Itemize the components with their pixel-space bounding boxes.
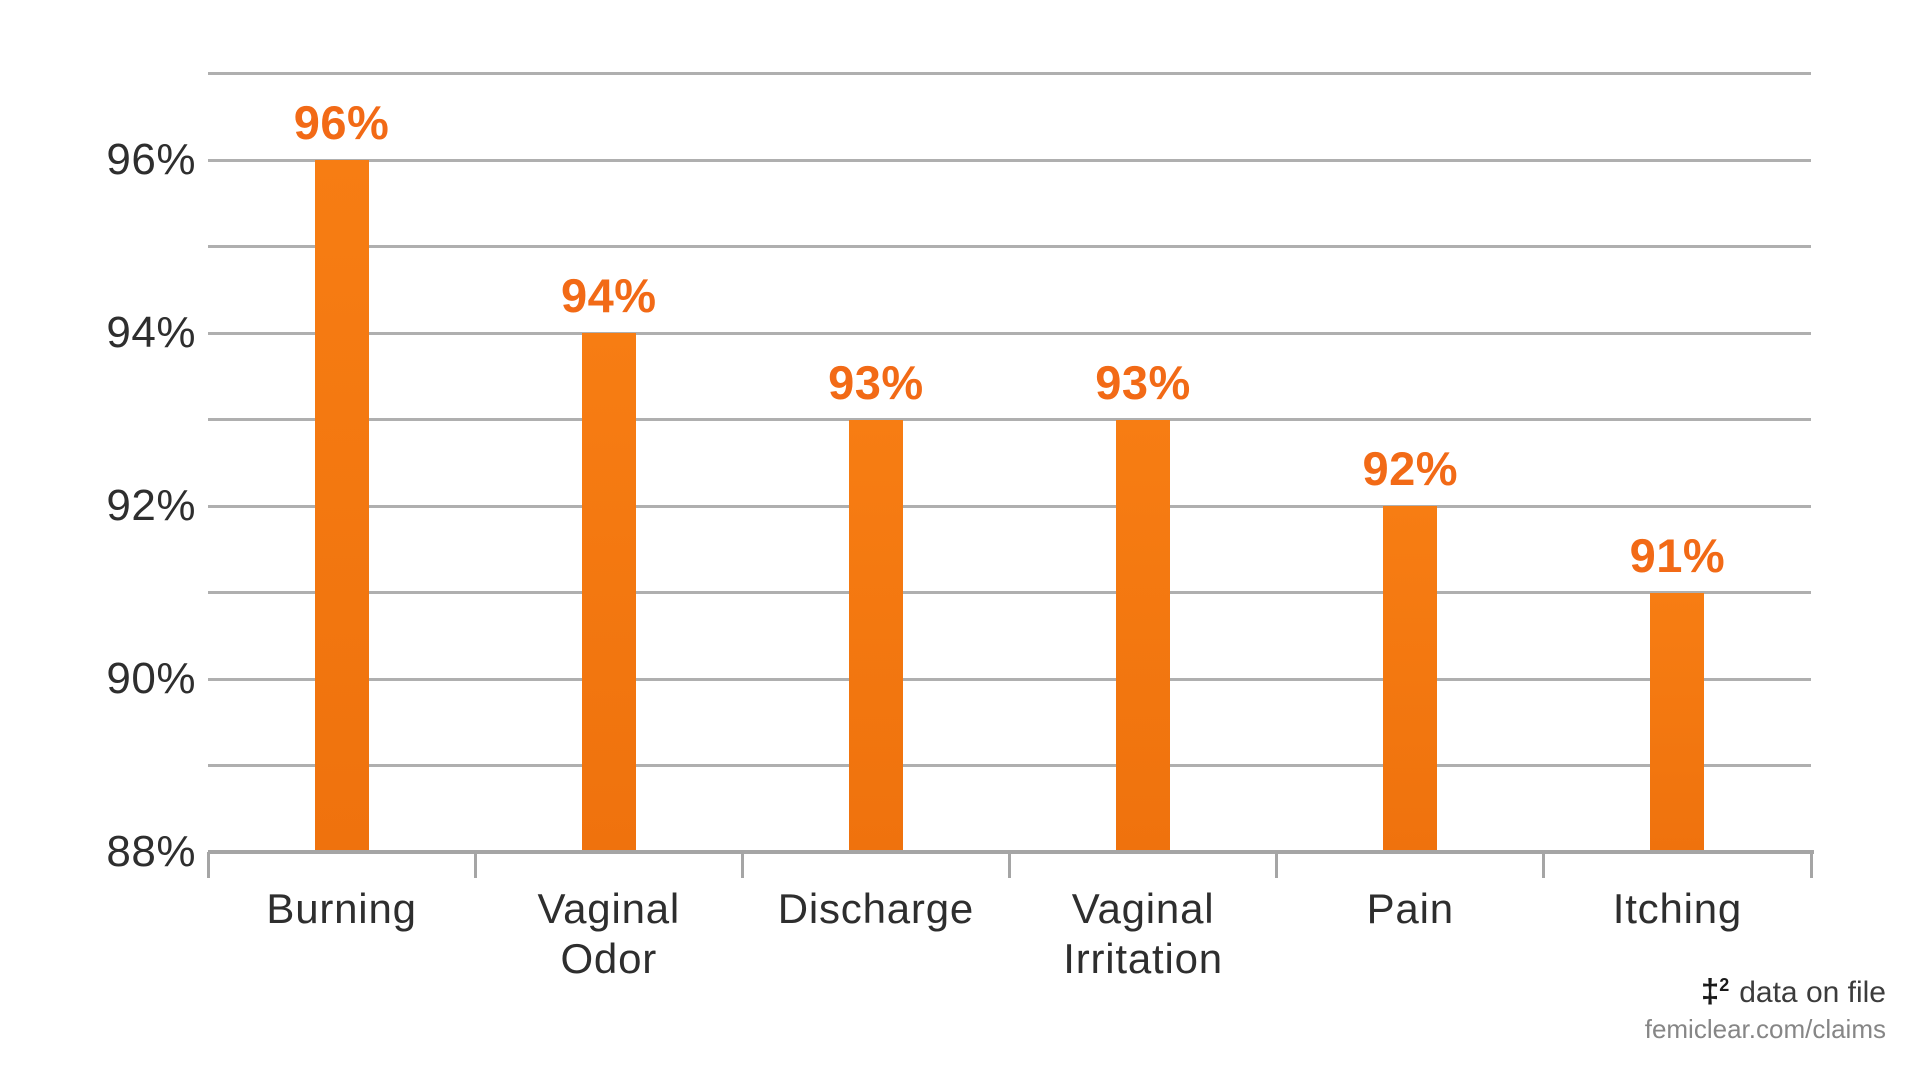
bar-value-label: 93% <box>1095 355 1191 409</box>
footnote-url: femiclear.com/claims <box>1644 1014 1886 1044</box>
bar-pain <box>1383 506 1438 854</box>
x-axis-line <box>208 850 1814 854</box>
gridline-96pct <box>208 158 1811 162</box>
footnote-superscript: 2 <box>1719 975 1730 995</box>
bar-value-label: 92% <box>1362 442 1459 495</box>
category-label: Vaginal Odor <box>537 885 681 982</box>
gridline-97pct <box>208 72 1811 75</box>
y-axis-label: 88% <box>106 827 196 876</box>
y-axis-label: 94% <box>106 308 196 357</box>
bar-burning <box>314 160 369 854</box>
gridline-95pct <box>208 245 1811 248</box>
y-axis-label: 96% <box>106 135 196 184</box>
bar-value-label: 94% <box>560 269 657 322</box>
footnote-line1: ‡2 data on file <box>1645 966 1886 1012</box>
category-label: Pain <box>1366 885 1454 932</box>
bar-value-label: 93% <box>828 355 924 409</box>
bar-vaginal-irritation <box>1116 419 1171 854</box>
footnote-text: data on file <box>1739 976 1886 1009</box>
bar-vaginal-odor <box>581 333 636 854</box>
gridline-91pct <box>208 591 1811 594</box>
x-axis-tick <box>740 852 744 878</box>
y-axis-label: 92% <box>106 481 196 530</box>
x-axis-tick <box>206 852 210 878</box>
y-axis-label: 90% <box>106 654 196 703</box>
bar-itching <box>1650 592 1705 854</box>
category-label: Itching <box>1612 885 1743 932</box>
x-axis-tick <box>473 852 477 878</box>
x-axis-tick <box>1275 852 1279 878</box>
gridline-92pct <box>208 504 1811 508</box>
double-dagger-symbol: ‡ <box>1700 972 1720 1009</box>
x-axis-tick <box>1542 852 1546 878</box>
category-label: Vaginal Irritation <box>1063 885 1223 982</box>
gridline-93pct <box>208 418 1811 421</box>
x-axis-tick <box>1809 852 1813 878</box>
bar-discharge <box>848 419 903 854</box>
category-label: Discharge <box>777 885 975 932</box>
bar-value-label: 96% <box>293 96 390 149</box>
x-axis-tick <box>1008 852 1011 878</box>
footnote: ‡2 data on file femiclear.com/claims <box>1645 966 1886 1046</box>
gridline-90pct <box>208 677 1811 681</box>
category-label: Burning <box>266 885 417 932</box>
gridline-94pct <box>208 331 1811 335</box>
gridline-89pct <box>208 764 1811 767</box>
bar-value-label: 91% <box>1629 528 1726 582</box>
